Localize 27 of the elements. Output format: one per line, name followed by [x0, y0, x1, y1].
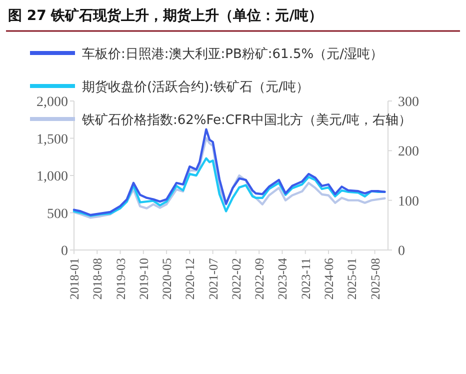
x-tick-label: 2019-10 [136, 258, 151, 300]
y2-tick-label: 200 [398, 144, 419, 160]
x-tick-label: 2023-04 [276, 257, 290, 300]
x-tick-label: 2024-06 [322, 258, 336, 300]
x-tick-label: 2019-03 [114, 258, 128, 300]
y-tick-label: 500 [47, 206, 68, 222]
x-tick-label: 2020-12 [183, 258, 198, 300]
y2-tick-label: 0 [398, 244, 405, 259]
x-tick-label: 2025-08 [368, 258, 382, 300]
y-tick-label: 1,000 [36, 170, 68, 184]
x-tick-label: 2018-08 [90, 258, 105, 300]
x-tick-label: 2021-07 [206, 258, 220, 300]
x-tick-label: 2022-09 [252, 258, 267, 300]
x-tick-label: 2020-05 [160, 258, 174, 300]
legend-label: 铁矿石价格指数:62%Fe:CFR中国北方（美元/吨，右轴） [81, 112, 412, 128]
x-tick-label: 2018-01 [68, 258, 82, 300]
y-tick-label: 0 [61, 244, 68, 259]
chart-title: 图 27 铁矿石现货上升，期货上升（单位：元/吨） [8, 7, 322, 24]
y2-tick-label: 300 [398, 95, 419, 110]
legend-label: 车板价:日照港:澳大利亚:PB粉矿:61.5%（元/湿吨） [82, 47, 383, 62]
y2-tick-label: 100 [398, 194, 419, 210]
x-tick-label: 2022-02 [229, 258, 244, 300]
y-tick-label: 1,500 [36, 132, 68, 148]
legend-label: 期货收盘价(活跃合约):铁矿石（元/吨） [82, 80, 309, 95]
x-tick-label: 2025-01 [345, 258, 360, 300]
x-tick-label: 2023-11 [298, 258, 313, 300]
y-tick-label: 2,000 [36, 95, 68, 110]
